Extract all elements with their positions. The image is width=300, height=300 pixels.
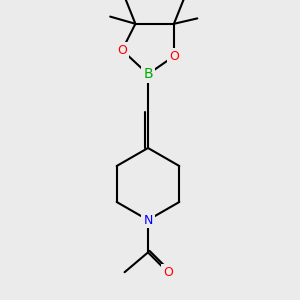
Text: B: B [143, 67, 153, 81]
Text: O: O [117, 44, 127, 57]
Text: N: N [143, 214, 153, 226]
Text: O: O [163, 266, 173, 279]
Text: O: O [169, 50, 179, 63]
